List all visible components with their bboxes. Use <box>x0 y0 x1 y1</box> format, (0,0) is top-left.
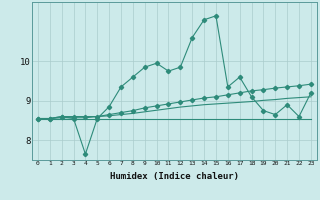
X-axis label: Humidex (Indice chaleur): Humidex (Indice chaleur) <box>110 172 239 181</box>
